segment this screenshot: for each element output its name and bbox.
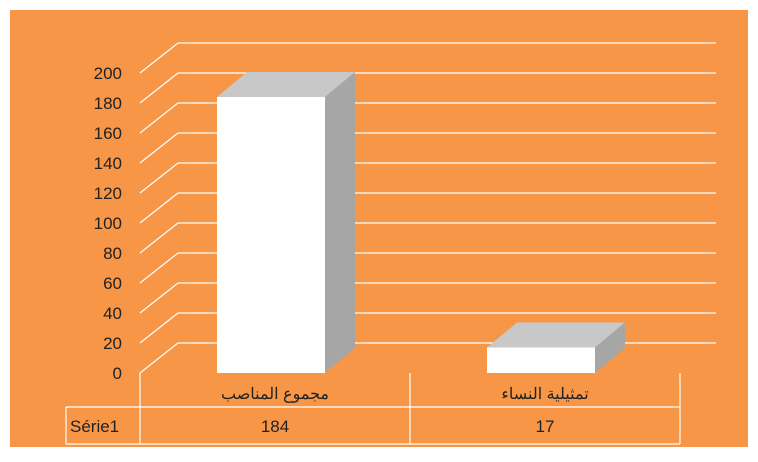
gridline-diagonal: [139, 342, 179, 374]
y-tick-label: 60: [103, 274, 122, 293]
y-tick-label: 100: [94, 214, 122, 233]
y-tick-label: 160: [94, 124, 122, 143]
category-label: مجموع المناصب: [221, 386, 329, 403]
bar-top: [487, 322, 625, 348]
y-axis-ticks: 0 20 40 60 80 100 120 140 160 180 200: [94, 64, 122, 383]
gridline-diagonal: [139, 42, 179, 74]
table-value: 184: [261, 417, 289, 436]
bar-front: [487, 347, 595, 373]
category-labels: مجموع المناصب تمثيلية النساء: [221, 386, 589, 403]
gridline-diagonal: [139, 72, 179, 104]
category-label: تمثيلية النساء: [501, 386, 588, 403]
gridline-diagonal: [139, 252, 179, 284]
bar: [487, 322, 625, 373]
gridline-diagonal: [139, 222, 179, 254]
y-tick-label: 140: [94, 154, 122, 173]
data-table: Série1 184 17: [70, 417, 554, 436]
bar-side: [595, 322, 625, 373]
gridline-diagonal: [139, 312, 179, 344]
chart-background: [10, 10, 748, 447]
y-tick-label: 0: [113, 364, 122, 383]
bar: [217, 72, 355, 373]
gridline-diagonal: [139, 282, 179, 314]
bar-side: [325, 72, 355, 373]
y-tick-label: 200: [94, 64, 122, 83]
y-tick-label: 180: [94, 94, 122, 113]
y-tick-label: 80: [103, 244, 122, 263]
table-value: 17: [536, 417, 555, 436]
y-tick-label: 40: [103, 304, 122, 323]
bar-front: [217, 97, 325, 373]
gridline-diagonal: [139, 102, 179, 134]
bar-top: [217, 72, 355, 97]
y-tick-label: 20: [103, 334, 122, 353]
bars: [217, 72, 625, 373]
series-row-label: Série1: [70, 417, 119, 436]
data-table-grid: [65, 373, 681, 445]
y-tick-label: 120: [94, 184, 122, 203]
gridline-diagonal: [139, 192, 179, 224]
gridline-diagonal: [139, 162, 179, 194]
gridline-diagonal: [139, 132, 179, 164]
